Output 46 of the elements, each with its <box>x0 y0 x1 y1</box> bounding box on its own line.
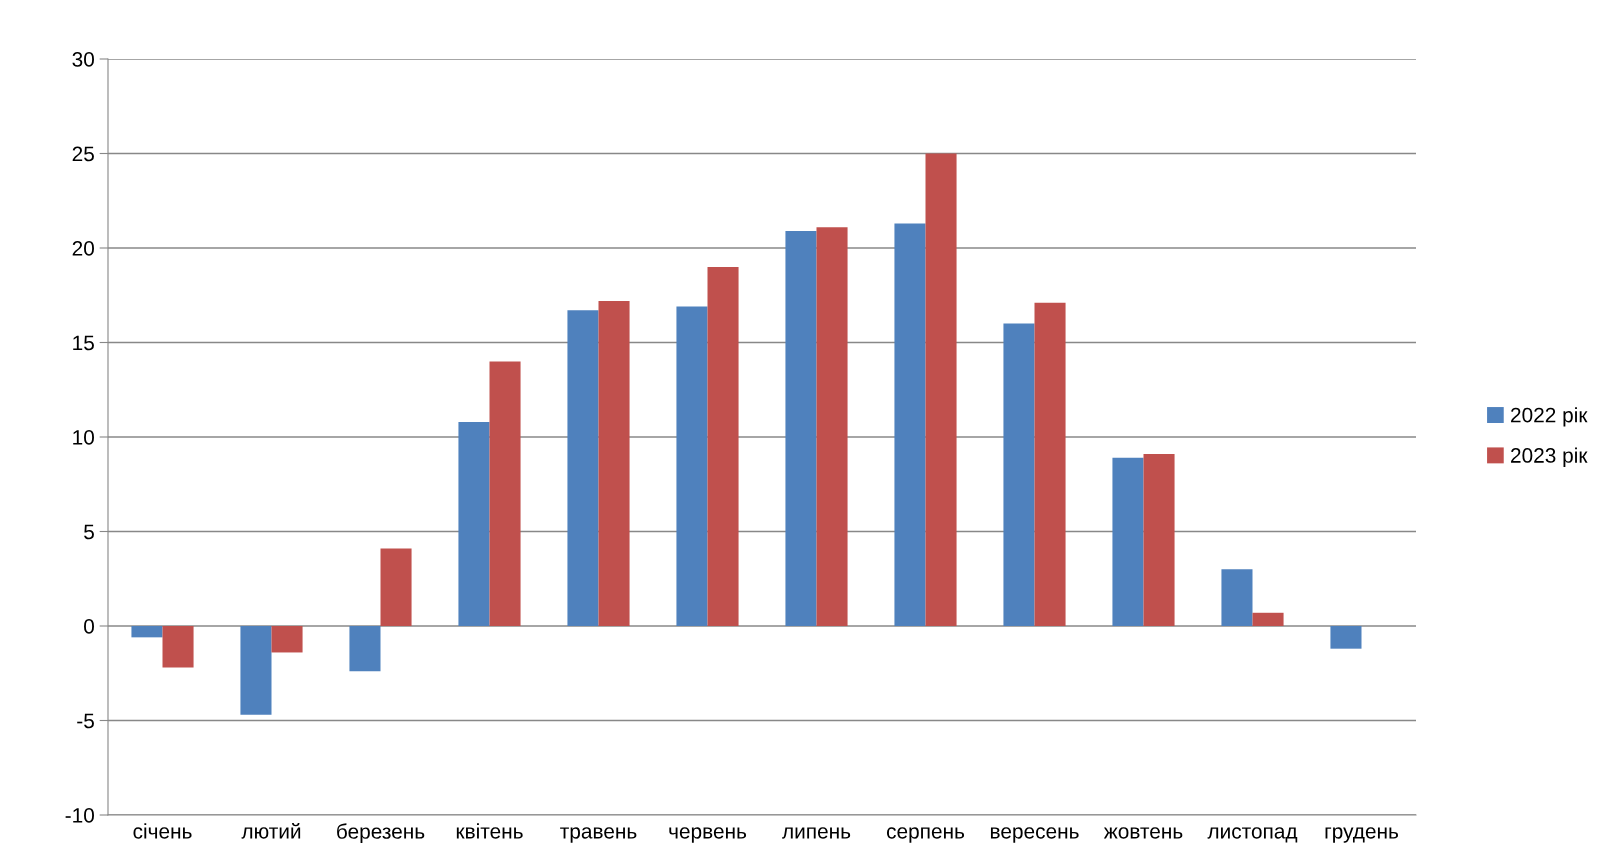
y-tick-label: 0 <box>84 619 94 634</box>
bar <box>707 266 739 626</box>
y-tick-label: 25 <box>72 146 94 162</box>
bar <box>676 306 708 626</box>
bar <box>1330 626 1362 649</box>
x-tick-label: травень <box>560 827 637 843</box>
bar <box>240 626 272 715</box>
x-tick-label: лютий <box>241 822 301 839</box>
y-tick-label: 10 <box>73 430 94 445</box>
bar <box>1112 457 1144 626</box>
y-tick-label: 20 <box>72 241 94 256</box>
y-tick-label: 5 <box>84 524 94 540</box>
bar <box>1252 612 1284 626</box>
bar <box>271 626 303 653</box>
x-tick-label: червень <box>669 827 747 843</box>
x-tick-label: січень <box>133 823 192 839</box>
x-tick-label: грудень <box>1325 827 1399 843</box>
bar <box>925 153 957 626</box>
y-tick-label: 30 <box>72 52 94 67</box>
x-tick-label: листопад <box>1207 827 1298 843</box>
y-tick-label: 15 <box>73 335 94 351</box>
bar <box>1143 454 1175 626</box>
legend-label: 2022 рік <box>1511 407 1588 427</box>
x-tick-label: жовтень <box>1103 827 1183 839</box>
bar <box>816 227 848 626</box>
x-tick-label: липень <box>782 827 851 839</box>
bar <box>489 361 521 626</box>
bar <box>162 626 194 668</box>
bar <box>1003 323 1035 626</box>
bar <box>1221 569 1253 626</box>
bar <box>458 421 490 626</box>
bar <box>567 310 599 626</box>
x-tick-label: квітень <box>456 823 523 839</box>
y-tick-label: -5 <box>77 713 94 729</box>
x-tick-label: вересень <box>990 827 1079 843</box>
bar <box>785 230 817 626</box>
bar <box>349 626 381 672</box>
legend-label: 2023 рік <box>1511 447 1588 467</box>
bar <box>1034 302 1066 626</box>
bar <box>598 300 630 626</box>
x-tick-label: серпень <box>886 827 965 843</box>
bar <box>131 626 163 638</box>
x-tick-label: березень <box>337 823 425 843</box>
y-tick-label: -10 <box>65 808 94 823</box>
bar <box>894 223 926 626</box>
bar <box>380 548 412 626</box>
